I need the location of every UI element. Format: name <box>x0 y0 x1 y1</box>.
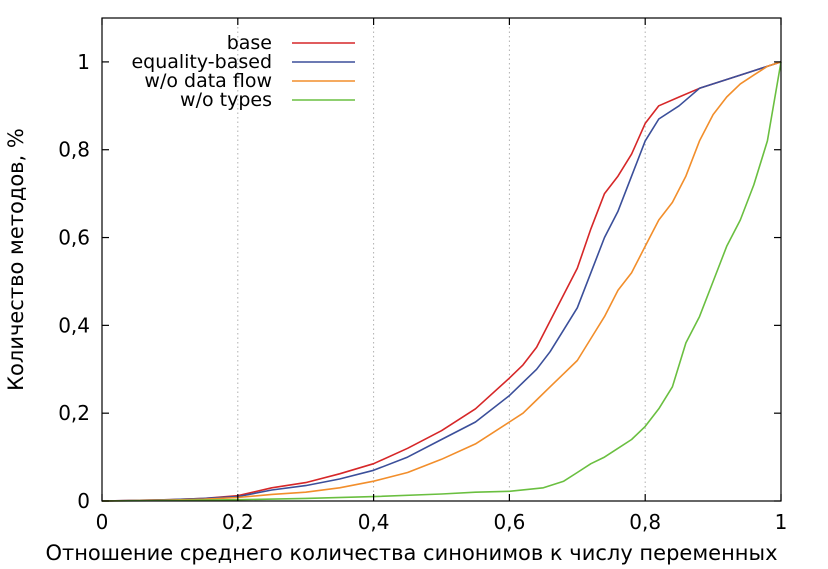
x-tick-label: 0,8 <box>629 510 661 534</box>
x-tick-label: 0,2 <box>222 510 254 534</box>
legend-label-w-o-data-flow: w/o data flow <box>144 70 272 92</box>
y-tick-label: 0,6 <box>58 226 90 250</box>
y-axis-label: Количество методов, % <box>4 128 28 391</box>
ticks: 0 0,2 0,4 0,6 0,8 1 0 0,2 0,4 0,6 0,8 1 <box>58 18 787 534</box>
legend-label-equality-based: equality-based <box>131 51 272 73</box>
series-line-w-o-types <box>101 61 782 502</box>
y-tick-label: 0,4 <box>58 313 90 337</box>
y-tick-label: 0 <box>77 489 90 513</box>
x-tick-label: 0 <box>96 510 109 534</box>
legend-label-w-o-types: w/o types <box>180 89 272 111</box>
x-axis-label: Отношение среднего количества синонимов … <box>45 541 777 565</box>
series-line-equality-based <box>101 61 782 502</box>
plot-frame <box>101 17 782 502</box>
x-tick-label: 1 <box>775 510 788 534</box>
series-line-base <box>101 61 782 502</box>
grid <box>237 18 646 501</box>
y-tick-label: 1 <box>77 50 90 74</box>
x-tick-label: 0,6 <box>493 510 525 534</box>
series-line-w-o-data-flow <box>101 61 782 502</box>
y-tick-label: 0,2 <box>58 401 90 425</box>
series-group <box>101 61 782 502</box>
legend-label-base: base <box>227 32 272 54</box>
x-tick-label: 0,4 <box>358 510 390 534</box>
y-tick-label: 0,8 <box>58 138 90 162</box>
